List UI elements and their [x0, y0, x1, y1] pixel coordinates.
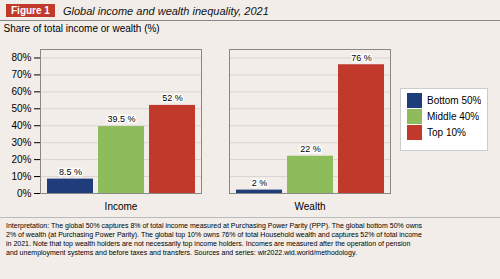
svg-text:2 %: 2 %	[252, 178, 268, 188]
svg-text:8.5 %: 8.5 %	[59, 167, 82, 177]
svg-text:10%: 10%	[11, 171, 31, 182]
svg-text:Share of total income or wealt: Share of total income or wealth (%)	[4, 23, 160, 34]
svg-text:76 %: 76 %	[351, 53, 372, 63]
html-text:2% of wealth (at Purchasing Po: 2% of wealth (at Purchasing Power Parity…	[6, 231, 422, 238]
html-text:Figure 1: Figure 1	[11, 5, 50, 16]
html-text:in 2021. Note that top wealth: in 2021. Note that top wealth holders ar…	[6, 240, 411, 247]
svg-text:Wealth: Wealth	[295, 201, 326, 212]
html-text:Bottom 50%: Bottom 50%	[427, 94, 482, 106]
svg-text:39.5 %: 39.5 %	[107, 114, 135, 124]
svg-text:80%: 80%	[11, 52, 31, 63]
svg-text:22 %: 22 %	[300, 144, 321, 154]
html-text:Middle 40%: Middle 40%	[427, 110, 480, 122]
svg-text:50%: 50%	[11, 103, 31, 114]
svg-text:40%: 40%	[11, 120, 31, 131]
svg-text:0%: 0%	[17, 188, 32, 199]
svg-text:52 %: 52 %	[162, 93, 183, 103]
svg-text:Income: Income	[105, 201, 138, 212]
svg-text:60%: 60%	[11, 86, 31, 97]
html-text:Top 10%: Top 10%	[427, 126, 466, 138]
html-text:and unemployment systems and b: and unemployment systems and before taxe…	[6, 249, 357, 256]
html-text:Global income and wealth inequ: Global income and wealth inequality, 202…	[62, 4, 269, 17]
svg-text:30%: 30%	[11, 137, 31, 148]
svg-text:70%: 70%	[11, 69, 31, 80]
html-text:Interpretation: The global 50%: Interpretation: The global 50% captures …	[6, 222, 423, 229]
svg-text:20%: 20%	[11, 154, 31, 165]
